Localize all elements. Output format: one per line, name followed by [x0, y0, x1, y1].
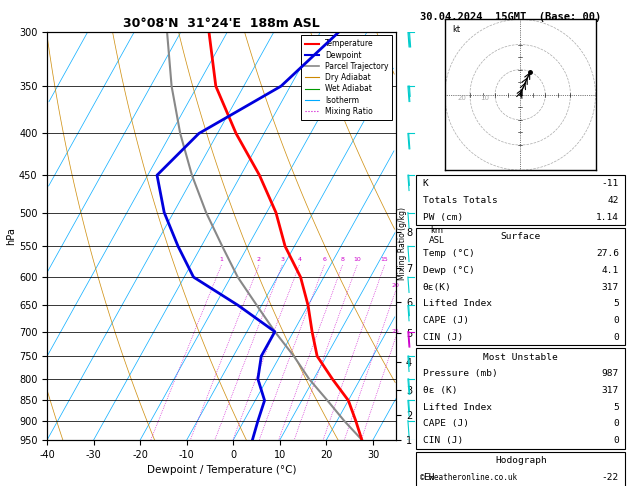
Text: 987: 987	[602, 369, 619, 378]
Text: 317: 317	[602, 386, 619, 395]
Text: θε (K): θε (K)	[423, 386, 457, 395]
Text: Pressure (mb): Pressure (mb)	[423, 369, 498, 378]
Text: -22: -22	[602, 473, 619, 482]
Text: 20: 20	[392, 283, 399, 288]
Text: © weatheronline.co.uk: © weatheronline.co.uk	[420, 473, 517, 482]
Bar	[416, 348, 625, 449]
X-axis label: Dewpoint / Temperature (°C): Dewpoint / Temperature (°C)	[147, 465, 296, 475]
Text: 0: 0	[613, 316, 619, 325]
Text: PW (cm): PW (cm)	[423, 213, 463, 222]
Text: CAPE (J): CAPE (J)	[423, 316, 469, 325]
Text: 4: 4	[298, 257, 301, 262]
Bar	[416, 451, 625, 486]
Text: 0: 0	[613, 419, 619, 429]
Text: 317: 317	[602, 282, 619, 292]
Bar	[416, 175, 625, 225]
Text: Surface: Surface	[501, 232, 541, 242]
Text: 27.6: 27.6	[596, 249, 619, 258]
Text: Hodograph: Hodograph	[495, 456, 547, 465]
Text: 5: 5	[613, 403, 619, 412]
Text: 1.14: 1.14	[596, 213, 619, 222]
Text: 8: 8	[340, 257, 345, 262]
Text: 2: 2	[257, 257, 261, 262]
Text: 20: 20	[458, 95, 467, 101]
Text: 15: 15	[381, 257, 389, 262]
Text: 0: 0	[613, 333, 619, 342]
Text: 1: 1	[220, 257, 223, 262]
Text: 10: 10	[353, 257, 361, 262]
Text: Totals Totals: Totals Totals	[423, 196, 498, 205]
Text: CAPE (J): CAPE (J)	[423, 419, 469, 429]
Text: 10: 10	[481, 95, 489, 101]
Text: Mixing Ratio (g/kg): Mixing Ratio (g/kg)	[398, 207, 407, 279]
Text: θε(K): θε(K)	[423, 282, 452, 292]
Text: CIN (J): CIN (J)	[423, 333, 463, 342]
Text: Most Unstable: Most Unstable	[484, 352, 558, 362]
Text: 30.04.2024  15GMT  (Base: 00): 30.04.2024 15GMT (Base: 00)	[420, 12, 601, 22]
Text: EH: EH	[423, 473, 434, 482]
Text: 42: 42	[608, 196, 619, 205]
Text: CIN (J): CIN (J)	[423, 436, 463, 445]
Text: -11: -11	[602, 179, 619, 188]
Text: kt: kt	[452, 25, 460, 34]
Text: 6: 6	[323, 257, 326, 262]
Text: K: K	[423, 179, 428, 188]
Text: Dewp (°C): Dewp (°C)	[423, 266, 474, 275]
Text: 3: 3	[280, 257, 284, 262]
Y-axis label: hPa: hPa	[6, 227, 16, 244]
Legend: Temperature, Dewpoint, Parcel Trajectory, Dry Adiabat, Wet Adiabat, Isotherm, Mi: Temperature, Dewpoint, Parcel Trajectory…	[301, 35, 392, 120]
Title: 30°08'N  31°24'E  188m ASL: 30°08'N 31°24'E 188m ASL	[123, 17, 320, 31]
Bar	[416, 228, 625, 346]
Text: 4.1: 4.1	[602, 266, 619, 275]
Y-axis label: km
ASL: km ASL	[430, 226, 445, 245]
Text: 5: 5	[613, 299, 619, 308]
Text: Lifted Index: Lifted Index	[423, 299, 492, 308]
Text: 25: 25	[392, 330, 399, 334]
Text: 0: 0	[613, 436, 619, 445]
Text: Lifted Index: Lifted Index	[423, 403, 492, 412]
Text: Temp (°C): Temp (°C)	[423, 249, 474, 258]
